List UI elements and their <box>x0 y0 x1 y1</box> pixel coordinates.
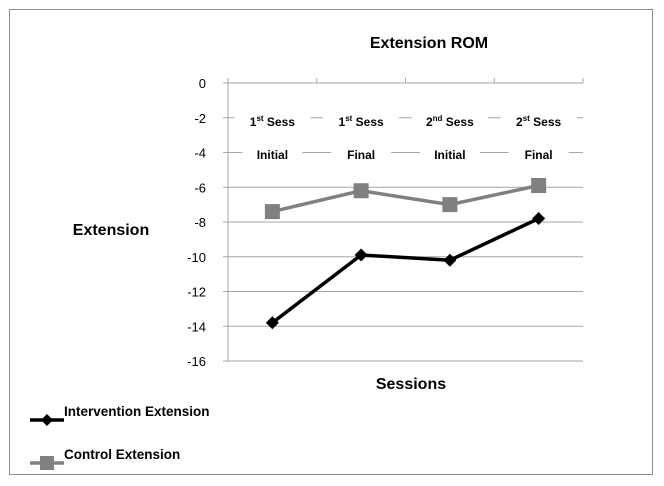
legend-entry: Intervention Extension <box>30 404 210 426</box>
y-tick-label: -16 <box>187 354 206 369</box>
category-label: 1st Sess Final <box>323 114 400 163</box>
y-tick-label: -14 <box>187 319 206 334</box>
label-backing <box>508 147 569 163</box>
series-line <box>271 216 540 325</box>
diamond-marker <box>265 316 279 330</box>
legend-entry: Control Extension <box>30 447 180 470</box>
category-label-line1: 2st Sess <box>516 114 561 129</box>
square-marker <box>40 456 54 470</box>
diamond-marker <box>532 212 546 226</box>
category-label-line2: Final <box>525 148 553 162</box>
category-label-line2: Final <box>347 148 375 162</box>
category-suffix: st <box>345 114 352 123</box>
category-ordinal: 1 <box>339 115 346 129</box>
category-ordinal: 1 <box>250 115 257 129</box>
label-backing <box>331 147 392 163</box>
category-suffix: st <box>523 114 530 123</box>
category-word: Sess <box>442 115 474 129</box>
y-tick-label: -12 <box>187 285 206 300</box>
category-word: Sess <box>264 115 296 129</box>
y-tick-label: -4 <box>194 146 206 161</box>
square-marker <box>531 178 547 194</box>
label-backing <box>242 147 303 163</box>
label-backing <box>234 114 311 130</box>
category-suffix: nd <box>433 114 443 123</box>
category-label: 2st Sess Final <box>500 114 577 163</box>
category-word: Sess <box>352 115 384 129</box>
series-line <box>271 183 539 214</box>
category-label-line1: 1st Sess <box>250 114 295 129</box>
y-tick-labels: 0 -2 -4 -6 -8 -10 -12 -14 -16 <box>187 76 206 369</box>
label-backing <box>411 114 488 130</box>
category-label-line1: 1st Sess <box>339 114 384 129</box>
legend: Intervention Extension Control Extension <box>30 404 210 470</box>
y-tick-label: 0 <box>199 76 206 91</box>
label-backing <box>323 114 400 130</box>
x-axis-label: Sessions <box>376 376 446 393</box>
category-ordinal: 2 <box>426 115 433 129</box>
category-label-line2: Initial <box>434 148 465 162</box>
category-label-line2: Initial <box>257 148 288 162</box>
square-marker <box>442 197 458 213</box>
y-tick-label: -8 <box>194 215 206 230</box>
series <box>264 178 547 220</box>
y-tick-label: -6 <box>194 180 206 195</box>
chart-title: Extension ROM <box>370 35 488 52</box>
diamond-marker <box>354 248 368 262</box>
square-marker <box>353 183 369 199</box>
series-lines <box>264 178 547 330</box>
y-tick-label: -10 <box>187 250 206 265</box>
chart-frame <box>9 9 653 475</box>
category-label: 2nd Sess Initial <box>411 114 488 163</box>
category-word: Sess <box>530 115 562 129</box>
y-axis-label: Extension <box>73 222 149 239</box>
legend-label: Intervention Extension <box>64 404 210 419</box>
diamond-marker <box>443 253 457 267</box>
category-label-line1: 2nd Sess <box>426 114 474 129</box>
series <box>265 212 546 330</box>
legend-label: Control Extension <box>64 447 180 462</box>
label-backing <box>419 147 480 163</box>
label-backing <box>500 114 577 130</box>
category-ordinal: 2 <box>516 115 523 129</box>
category-suffix: st <box>256 114 263 123</box>
square-marker <box>264 204 280 220</box>
y-tick-label: -2 <box>194 111 206 126</box>
diamond-marker <box>41 414 53 426</box>
category-label: 1st Sess Initial <box>234 114 311 163</box>
